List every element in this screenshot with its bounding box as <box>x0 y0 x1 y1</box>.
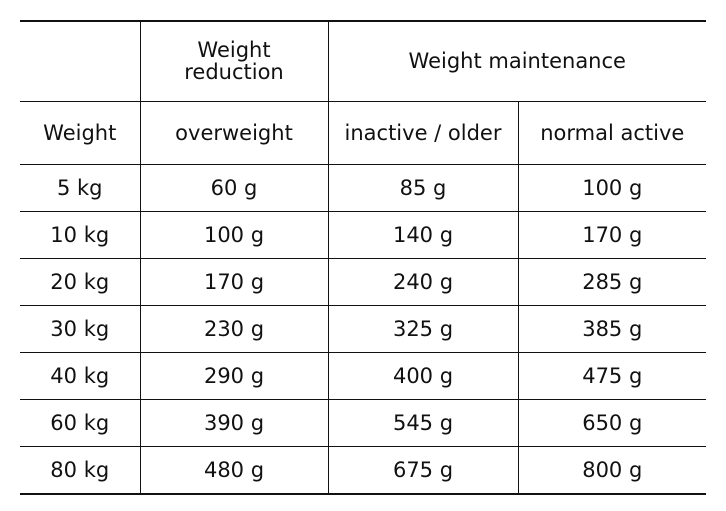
table-row: 20 kg 170 g 240 g 285 g <box>20 258 707 306</box>
overweight-cell: 230 g <box>139 305 328 353</box>
inactive-older-cell: 240 g <box>327 258 518 306</box>
sub-header-row: Weight overweight inactive / older norma… <box>20 101 707 165</box>
table-row: 40 kg 290 g 400 g 475 g <box>20 352 707 400</box>
table-row: 30 kg 230 g 325 g 385 g <box>20 305 707 353</box>
table-row: 10 kg 100 g 140 g 170 g <box>20 211 707 259</box>
table-row: 60 kg 390 g 545 g 650 g <box>20 399 707 447</box>
normal-active-cell: 800 g <box>517 446 707 495</box>
overweight-column-header: overweight <box>139 101 328 165</box>
inactive-older-cell: 140 g <box>327 211 518 259</box>
table-row: 5 kg 60 g 85 g 100 g <box>20 164 707 212</box>
normal-active-column-header: normal active <box>517 101 707 165</box>
inactive-older-cell: 400 g <box>327 352 518 400</box>
inactive-older-cell: 675 g <box>327 446 518 495</box>
weight-cell: 80 kg <box>20 446 140 495</box>
weight-cell: 30 kg <box>20 305 140 353</box>
inactive-older-column-header: inactive / older <box>327 101 518 165</box>
feeding-amount-table: Weight reduction Weight maintenance Weigh… <box>20 20 707 495</box>
normal-active-cell: 475 g <box>517 352 707 400</box>
group-header-row: Weight reduction Weight maintenance <box>20 20 707 102</box>
normal-active-cell: 285 g <box>517 258 707 306</box>
empty-corner-cell <box>20 20 140 102</box>
overweight-cell: 390 g <box>139 399 328 447</box>
weight-maintenance-header: Weight maintenance <box>327 20 707 102</box>
weight-reduction-label: Weight reduction <box>184 37 284 84</box>
weight-cell: 5 kg <box>20 164 140 212</box>
normal-active-cell: 170 g <box>517 211 707 259</box>
weight-reduction-header: Weight reduction <box>139 20 328 102</box>
overweight-cell: 100 g <box>139 211 328 259</box>
normal-active-cell: 650 g <box>517 399 707 447</box>
inactive-older-cell: 545 g <box>327 399 518 447</box>
weight-column-header: Weight <box>20 101 140 165</box>
weight-cell: 60 kg <box>20 399 140 447</box>
table-row: 80 kg 480 g 675 g 800 g <box>20 446 707 495</box>
weight-cell: 10 kg <box>20 211 140 259</box>
overweight-cell: 170 g <box>139 258 328 306</box>
weight-cell: 40 kg <box>20 352 140 400</box>
overweight-cell: 290 g <box>139 352 328 400</box>
normal-active-cell: 385 g <box>517 305 707 353</box>
weight-cell: 20 kg <box>20 258 140 306</box>
overweight-cell: 60 g <box>139 164 328 212</box>
overweight-cell: 480 g <box>139 446 328 495</box>
inactive-older-cell: 85 g <box>327 164 518 212</box>
normal-active-cell: 100 g <box>517 164 707 212</box>
inactive-older-cell: 325 g <box>327 305 518 353</box>
